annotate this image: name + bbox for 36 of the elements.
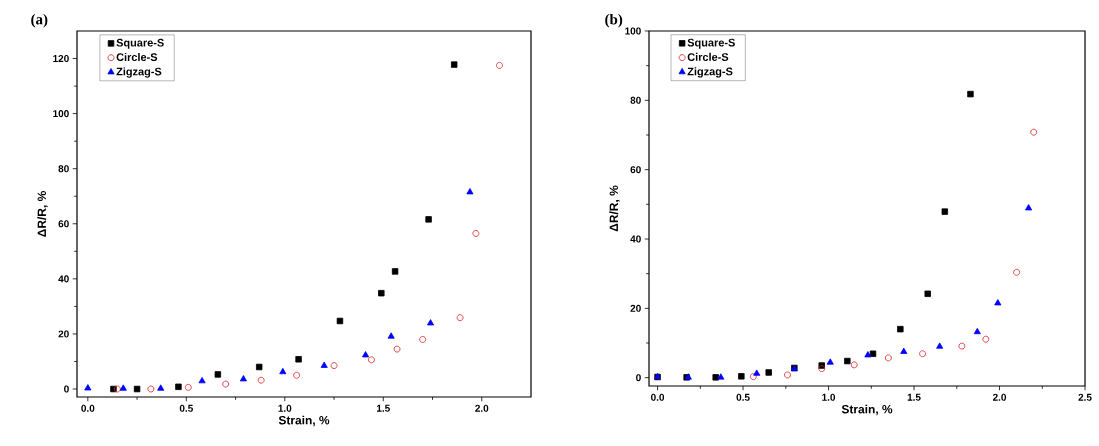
- legend-label: Circle-S: [687, 52, 729, 61]
- x-axis-title: Strain, %: [278, 415, 330, 427]
- y-tick-label: 40: [630, 235, 641, 243]
- y-tick-label: 80: [58, 165, 69, 173]
- x-tick-label: 0.0: [651, 393, 665, 401]
- x-tick-label: 0.5: [179, 404, 193, 412]
- y-tick-label: 60: [58, 220, 69, 228]
- x-tick-label: 2.0: [475, 404, 489, 412]
- legend-label: Square-S: [116, 38, 164, 49]
- legend-label: Zigzag-S: [687, 67, 733, 78]
- y-tick-label: 100: [53, 110, 69, 118]
- y-tick-label: 40: [58, 275, 69, 283]
- x-tick-label: 2.0: [992, 393, 1007, 401]
- y-tick-label: 120: [53, 55, 69, 63]
- y-axis-title: ΔR/R, %: [37, 191, 48, 237]
- y-tick-label: 100: [625, 27, 641, 35]
- legend-label: Circle-S: [116, 52, 158, 62]
- y-axis-title: ΔR/R, %: [609, 185, 620, 232]
- x-axis-title: Strain, %: [841, 404, 893, 416]
- chart-title: (b): [605, 13, 623, 28]
- x-tick-label: 1.5: [907, 393, 921, 401]
- legend-label: Zigzag-S: [116, 67, 162, 78]
- x-tick-label: 0.5: [736, 393, 750, 401]
- x-tick-label: 1.0: [278, 404, 292, 412]
- y-tick-label: 60: [630, 166, 641, 174]
- legend-label: Square-S: [687, 38, 735, 49]
- y-tick-label: 80: [630, 96, 641, 104]
- y-tick-label: 20: [58, 330, 69, 338]
- x-tick-label: 0.0: [81, 404, 95, 412]
- x-tick-label: 2.5: [1078, 393, 1092, 401]
- x-tick-label: 1.0: [822, 393, 836, 401]
- y-tick-label: 0: [64, 385, 69, 393]
- x-tick-label: 1.5: [376, 404, 390, 412]
- chart-title: (a): [31, 13, 48, 28]
- y-tick-label: 20: [630, 304, 641, 312]
- y-tick-label: 0: [636, 374, 641, 382]
